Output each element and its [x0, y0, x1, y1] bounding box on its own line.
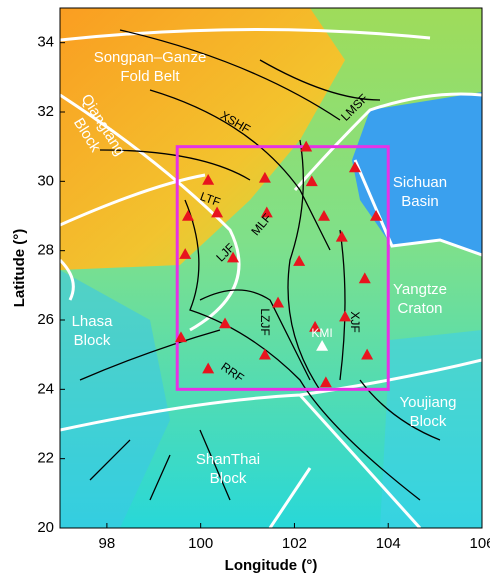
region-label: Block — [410, 413, 447, 430]
y-axis-label: Latitude (°) — [11, 229, 28, 308]
region-label: Sichuan — [393, 174, 447, 191]
y-tick-label: 22 — [37, 450, 54, 467]
region-label: ShanThai — [196, 451, 260, 468]
region-label: Youjiang — [399, 394, 456, 411]
x-tick-label: 106 — [469, 535, 490, 552]
x-tick-label: 100 — [188, 535, 213, 552]
y-tick-label: 32 — [37, 103, 54, 120]
y-tick-label: 30 — [37, 172, 54, 189]
x-axis-label: Longitude (°) — [225, 557, 318, 574]
region-label: Basin — [401, 193, 439, 210]
fault-label: LZJF — [258, 308, 272, 335]
region-label: Fold Belt — [120, 68, 180, 85]
x-tick-label: 104 — [376, 535, 401, 552]
fault-label: XJF — [348, 311, 362, 332]
terrain — [60, 8, 482, 528]
reference-station-label: KMI — [311, 326, 332, 340]
y-tick-label: 24 — [37, 380, 54, 397]
y-tick-label: 34 — [37, 34, 54, 51]
region-label: Craton — [397, 300, 442, 317]
region-label: Block — [74, 332, 111, 349]
y-tick-label: 28 — [37, 242, 54, 259]
y-tick-label: 26 — [37, 311, 54, 328]
x-tick-label: 98 — [99, 535, 116, 552]
y-tick-label: 20 — [37, 519, 54, 536]
region-label: Songpan–Ganze — [94, 49, 207, 66]
map-figure: Longitude (°) Latitude (°) 98 100 102 104 10… — [0, 0, 490, 578]
region-label: Block — [210, 470, 247, 487]
region-label: Yangtze — [393, 281, 447, 298]
region-label: Lhasa — [72, 313, 114, 330]
x-tick-label: 102 — [282, 535, 307, 552]
